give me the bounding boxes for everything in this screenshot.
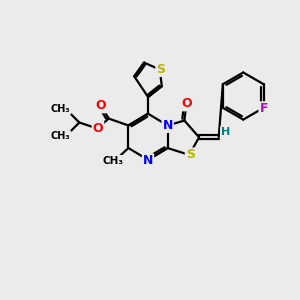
Text: H: H [221, 127, 230, 137]
Text: S: S [156, 63, 165, 76]
Text: S: S [186, 148, 195, 161]
Text: N: N [163, 119, 173, 132]
Text: CH₃: CH₃ [102, 156, 123, 166]
Text: F: F [260, 102, 268, 115]
Text: CH₃: CH₃ [51, 131, 70, 141]
Text: O: O [181, 98, 192, 110]
Text: O: O [96, 99, 106, 112]
Text: N: N [143, 154, 153, 167]
Text: O: O [93, 122, 103, 135]
Text: CH₃: CH₃ [51, 104, 70, 114]
